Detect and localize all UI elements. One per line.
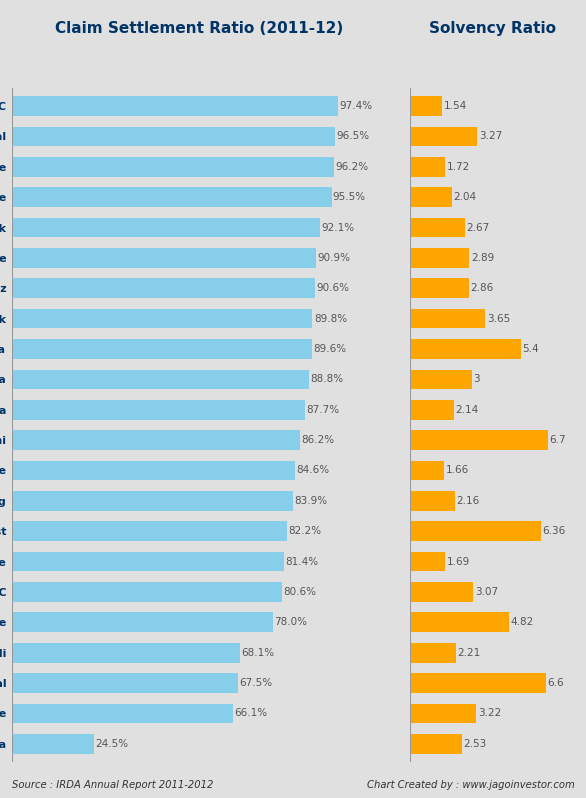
Text: Claim Settlement Ratio (2011-12): Claim Settlement Ratio (2011-12) (55, 21, 343, 36)
Bar (410, 460, 444, 480)
Text: 86.2%: 86.2% (302, 435, 335, 445)
Bar (12, 460, 295, 480)
Text: 95.5%: 95.5% (333, 192, 366, 202)
Bar (410, 309, 485, 329)
Bar (12, 430, 301, 450)
Bar (12, 218, 320, 237)
Text: 78.0%: 78.0% (274, 618, 307, 627)
Bar (410, 339, 521, 359)
Text: 90.9%: 90.9% (318, 253, 350, 263)
Text: 6.7: 6.7 (549, 435, 566, 445)
Text: Source : IRDA Annual Report 2011-2012: Source : IRDA Annual Report 2011-2012 (12, 780, 213, 791)
Text: 2.16: 2.16 (456, 496, 479, 506)
Bar (12, 369, 309, 389)
Text: 89.6%: 89.6% (313, 344, 346, 354)
Bar (12, 734, 94, 754)
Bar (12, 279, 315, 298)
Text: 3: 3 (473, 374, 480, 385)
Bar (12, 248, 316, 268)
Bar (410, 127, 477, 146)
Text: 1.72: 1.72 (447, 162, 471, 172)
Text: 6.36: 6.36 (542, 526, 565, 536)
Text: 3.27: 3.27 (479, 132, 502, 141)
Text: 3.22: 3.22 (478, 709, 501, 718)
Bar (410, 188, 452, 207)
Bar (410, 218, 465, 237)
Text: 90.6%: 90.6% (316, 283, 349, 293)
Bar (12, 582, 282, 602)
Bar (410, 369, 472, 389)
Text: 89.8%: 89.8% (314, 314, 347, 324)
Text: 2.21: 2.21 (457, 648, 481, 658)
Bar (12, 96, 338, 116)
Text: 2.89: 2.89 (471, 253, 495, 263)
Text: Chart Created by : www.jagoinvestor.com: Chart Created by : www.jagoinvestor.com (366, 780, 574, 791)
Bar (410, 674, 546, 693)
Text: 96.5%: 96.5% (336, 132, 369, 141)
Text: 83.9%: 83.9% (294, 496, 327, 506)
Text: 87.7%: 87.7% (306, 405, 340, 415)
Text: 1.69: 1.69 (447, 557, 470, 567)
Bar (410, 551, 445, 571)
Bar (12, 339, 312, 359)
Text: 2.53: 2.53 (464, 739, 487, 749)
Text: 2.67: 2.67 (466, 223, 490, 232)
Bar (12, 643, 240, 662)
Bar (12, 188, 332, 207)
Bar (410, 96, 442, 116)
Text: Solvency Ratio: Solvency Ratio (429, 21, 556, 36)
Text: 3.07: 3.07 (475, 587, 498, 597)
Text: 68.1%: 68.1% (241, 648, 274, 658)
Text: 82.2%: 82.2% (288, 526, 322, 536)
Text: 67.5%: 67.5% (239, 678, 272, 688)
Text: 80.6%: 80.6% (283, 587, 316, 597)
Text: 2.14: 2.14 (456, 405, 479, 415)
Bar (410, 400, 454, 420)
Bar (12, 704, 233, 723)
Bar (410, 279, 469, 298)
Bar (410, 521, 541, 541)
Bar (12, 400, 305, 420)
Text: 81.4%: 81.4% (285, 557, 319, 567)
Text: 66.1%: 66.1% (234, 709, 268, 718)
Bar (12, 521, 287, 541)
Bar (410, 491, 455, 511)
Bar (410, 613, 509, 632)
Text: 2.04: 2.04 (454, 192, 477, 202)
Text: 5.4: 5.4 (523, 344, 539, 354)
Text: 96.2%: 96.2% (335, 162, 369, 172)
Text: 2.86: 2.86 (471, 283, 494, 293)
Bar (12, 127, 335, 146)
Text: 1.54: 1.54 (444, 101, 466, 111)
Text: 4.82: 4.82 (510, 618, 534, 627)
Bar (410, 582, 473, 602)
Bar (410, 430, 547, 450)
Bar (12, 309, 312, 329)
Bar (410, 248, 469, 268)
Bar (12, 674, 238, 693)
Bar (12, 551, 284, 571)
Text: 84.6%: 84.6% (297, 465, 329, 476)
Text: 6.6: 6.6 (547, 678, 564, 688)
Bar (410, 704, 476, 723)
Text: 3.65: 3.65 (487, 314, 510, 324)
Bar (410, 734, 462, 754)
Text: 1.66: 1.66 (446, 465, 469, 476)
Text: 24.5%: 24.5% (95, 739, 128, 749)
Text: 97.4%: 97.4% (339, 101, 372, 111)
Bar (12, 491, 292, 511)
Text: 92.1%: 92.1% (322, 223, 355, 232)
Bar (12, 157, 334, 176)
Bar (410, 643, 455, 662)
Bar (410, 157, 445, 176)
Bar (12, 613, 273, 632)
Text: 88.8%: 88.8% (311, 374, 343, 385)
